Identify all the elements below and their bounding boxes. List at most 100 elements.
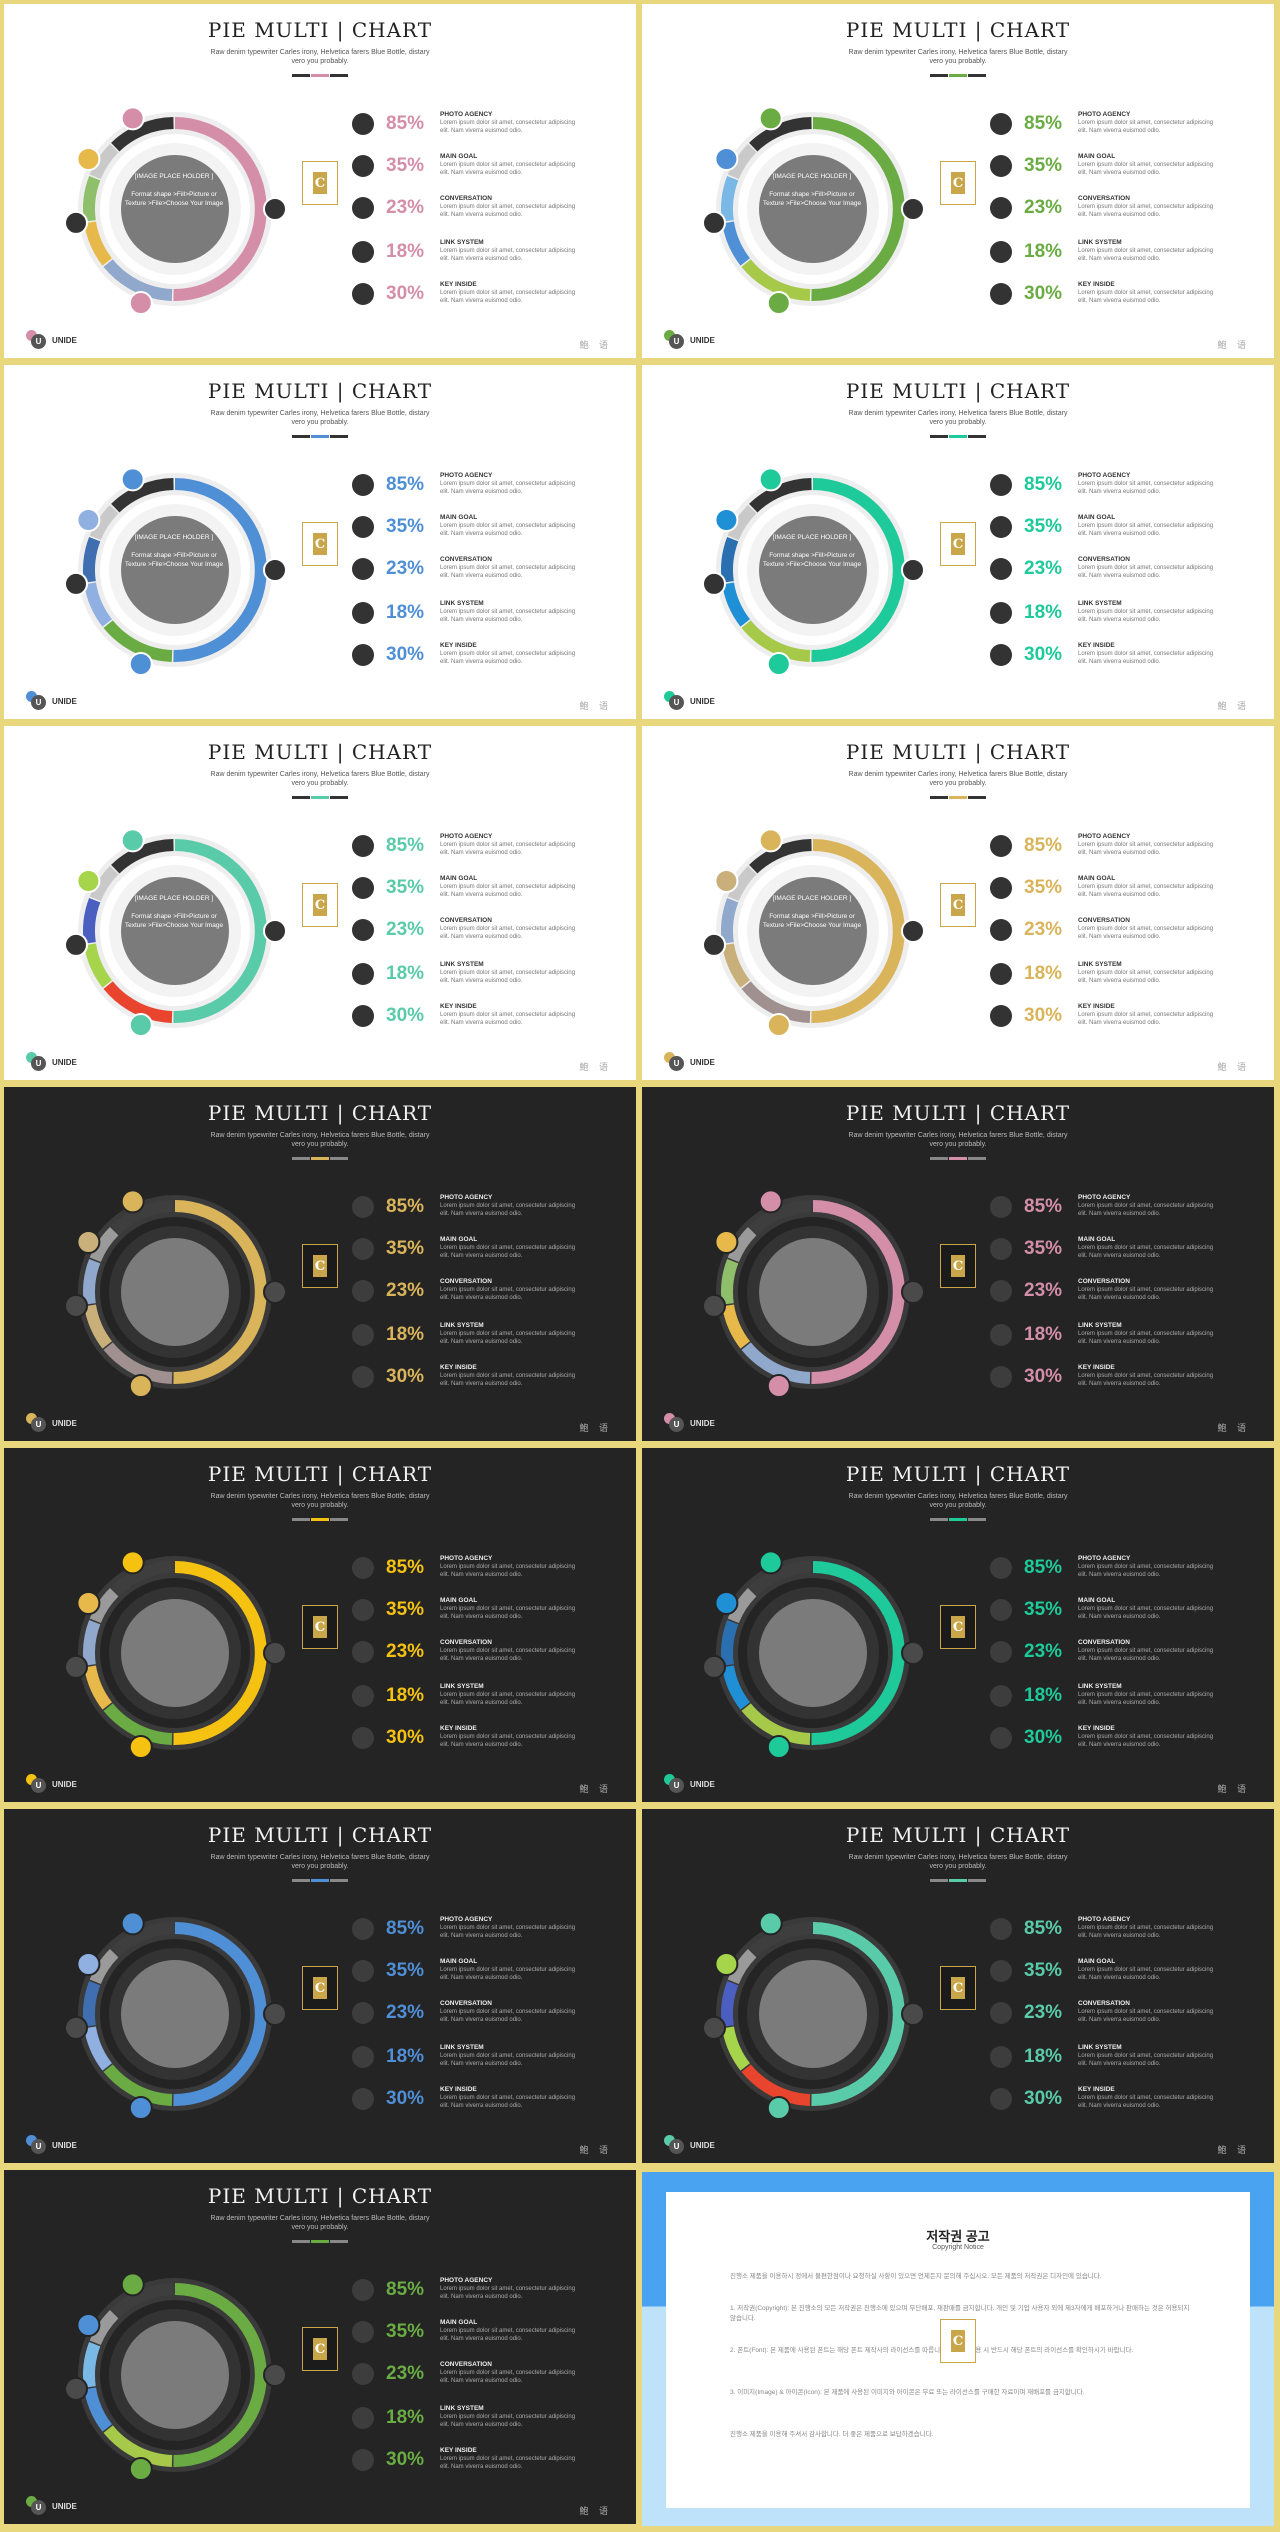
legend-bullet (352, 602, 374, 624)
legend-bullet (352, 1727, 374, 1749)
legend-description: Lorem ipsum dolor sit amet, consectetur … (440, 2286, 576, 2300)
legend-description: Lorem ipsum dolor sit amet, consectetur … (440, 523, 576, 537)
legend-row: 85% PHOTO AGENCY Lorem ipsum dolor sit a… (344, 110, 624, 140)
ring-marker-dot (766, 1735, 791, 1759)
ring-marker-dot (263, 2363, 287, 2387)
slide-title: PIE MULTI | CHART (845, 18, 1071, 42)
image-placeholder[interactable] (759, 516, 867, 624)
legend-bullet (352, 2363, 374, 2385)
legend-row: 23% CONVERSATION Lorem ipsum dolor sit a… (344, 1277, 624, 1307)
image-placeholder[interactable] (121, 877, 229, 985)
legend-row: 85% PHOTO AGENCY Lorem ipsum dolor sit a… (344, 2276, 624, 2306)
legend-percent: 18% (1024, 241, 1063, 262)
image-placeholder[interactable] (121, 1960, 229, 2068)
legend-percent: 85% (386, 1918, 425, 1939)
legend-bullet (352, 1599, 374, 1621)
legend-bullet (990, 516, 1012, 538)
ring-segment (721, 1259, 739, 1305)
slide-subtitle: Raw denim typewriter Carles irony, Helve… (848, 1854, 1068, 1870)
ring-segment (89, 504, 119, 541)
legend-label: LINK SYSTEM (1078, 1322, 1122, 1329)
image-placeholder[interactable] (759, 1599, 867, 1707)
brand-accent-dot (664, 1413, 675, 1424)
image-placeholder[interactable] (759, 1960, 867, 2068)
legend-bullet (352, 1280, 374, 1302)
brand-logo: C (302, 883, 338, 927)
ring-marker-dot (766, 1374, 791, 1398)
legend-label: LINK SYSTEM (440, 600, 484, 607)
title-divider (930, 74, 986, 77)
ring-marker-dot (714, 147, 739, 171)
legend-row: 35% MAIN GOAL Lorem ipsum dolor sit amet… (982, 1957, 1262, 1987)
legend-description: Lorem ipsum dolor sit amet, consectetur … (1078, 1012, 1214, 1026)
legend-row: 35% MAIN GOAL Lorem ipsum dolor sit amet… (982, 874, 1262, 904)
legend-description: Lorem ipsum dolor sit amet, consectetur … (1078, 162, 1214, 176)
legend-description: Lorem ipsum dolor sit amet, consectetur … (1078, 248, 1214, 262)
legend-label: CONVERSATION (440, 2361, 492, 2368)
ring-segment (84, 221, 113, 266)
brand-logo: C (940, 883, 976, 927)
legend-label: PHOTO AGENCY (1078, 1916, 1131, 1923)
ring-marker-dot (758, 1189, 783, 1214)
legend-description: Lorem ipsum dolor sit amet, consectetur … (440, 1967, 576, 1981)
legend-bullet (990, 1557, 1012, 1579)
ring-segment (83, 1259, 101, 1305)
legend-row: 35% MAIN GOAL Lorem ipsum dolor sit amet… (344, 2318, 624, 2348)
copyright-paragraph: 3. 이미지(Image) & 아이콘(Icon): 본 제품에 사용된 이미지… (730, 2389, 1085, 2396)
image-placeholder[interactable] (121, 1599, 229, 1707)
legend-row: 30% KEY INSIDE Lorem ipsum dolor sit ame… (344, 2446, 624, 2476)
slide-subtitle: Raw denim typewriter Carles irony, Helve… (848, 771, 1068, 787)
legend-percent: 18% (386, 963, 425, 984)
chart-slide: PIE MULTI | CHART Raw denim typewriter C… (4, 4, 636, 358)
image-placeholder[interactable] (121, 516, 229, 624)
title-divider (292, 796, 348, 799)
ring-marker-dot (758, 106, 783, 131)
brand-accent-dot (664, 330, 675, 341)
legend-row: 85% PHOTO AGENCY Lorem ipsum dolor sit a… (982, 832, 1262, 862)
title-divider (930, 1157, 986, 1160)
corner-text: 鮑 语 (1217, 1423, 1250, 1433)
legend-percent: 18% (386, 1685, 425, 1706)
title-divider (292, 1879, 348, 1882)
ring-marker-dot (702, 932, 726, 957)
legend-row: 18% LINK SYSTEM Lorem ipsum dolor sit am… (344, 1682, 624, 1712)
slide-title: PIE MULTI | CHART (845, 379, 1071, 403)
legend-row: 18% LINK SYSTEM Lorem ipsum dolor sit am… (982, 1321, 1262, 1351)
ring-segment (84, 2026, 113, 2071)
legend-row: 35% MAIN GOAL Lorem ipsum dolor sit amet… (982, 152, 1262, 182)
ring-segment (173, 1922, 267, 2106)
legend-label: KEY INSIDE (1078, 281, 1115, 288)
image-placeholder[interactable] (121, 2321, 229, 2429)
legend-row: 30% KEY INSIDE Lorem ipsum dolor sit ame… (344, 280, 624, 310)
legend-description: Lorem ipsum dolor sit amet, consectetur … (1078, 1925, 1214, 1939)
ring-segment (111, 1200, 174, 1235)
legend-bullet (352, 1196, 374, 1218)
image-placeholder[interactable] (121, 155, 229, 263)
legend-bullet (352, 2279, 374, 2301)
image-placeholder-label: [IMAGE PLACE HOLDER ] Format shape >Fill… (762, 895, 862, 929)
ring-marker-dot (766, 291, 791, 315)
chart-slide: PIE MULTI | CHART Raw denim typewriter C… (4, 365, 636, 719)
ring-marker-dot (901, 919, 925, 943)
legend-percent: 30% (1024, 644, 1063, 665)
copyright-sheet: 저작권 공고 Copyright Notice 진행소 제품을 이용하시 정에서… (666, 2192, 1250, 2508)
image-placeholder[interactable] (121, 1238, 229, 1346)
legend-description: Lorem ipsum dolor sit amet, consectetur … (1078, 842, 1214, 856)
legend-percent: 30% (1024, 1005, 1063, 1026)
legend-row: 85% PHOTO AGENCY Lorem ipsum dolor sit a… (344, 471, 624, 501)
ring-marker-dot (76, 1591, 101, 1615)
ring-segment (83, 2342, 101, 2388)
legend-bullet (352, 1685, 374, 1707)
ring-segment (103, 1703, 173, 1745)
ring-segment (173, 478, 267, 662)
ring-segment (89, 1587, 119, 1624)
legend-row: 23% CONVERSATION Lorem ipsum dolor sit a… (344, 1638, 624, 1668)
legend-bullet (990, 2046, 1012, 2068)
ring-marker-dot (758, 467, 783, 492)
image-placeholder[interactable] (759, 877, 867, 985)
image-placeholder[interactable] (759, 155, 867, 263)
legend-row: 18% LINK SYSTEM Lorem ipsum dolor sit am… (344, 2043, 624, 2073)
brand-mark: U (669, 2139, 684, 2154)
slide-title: PIE MULTI | CHART (845, 1101, 1071, 1125)
image-placeholder[interactable] (759, 1238, 867, 1346)
